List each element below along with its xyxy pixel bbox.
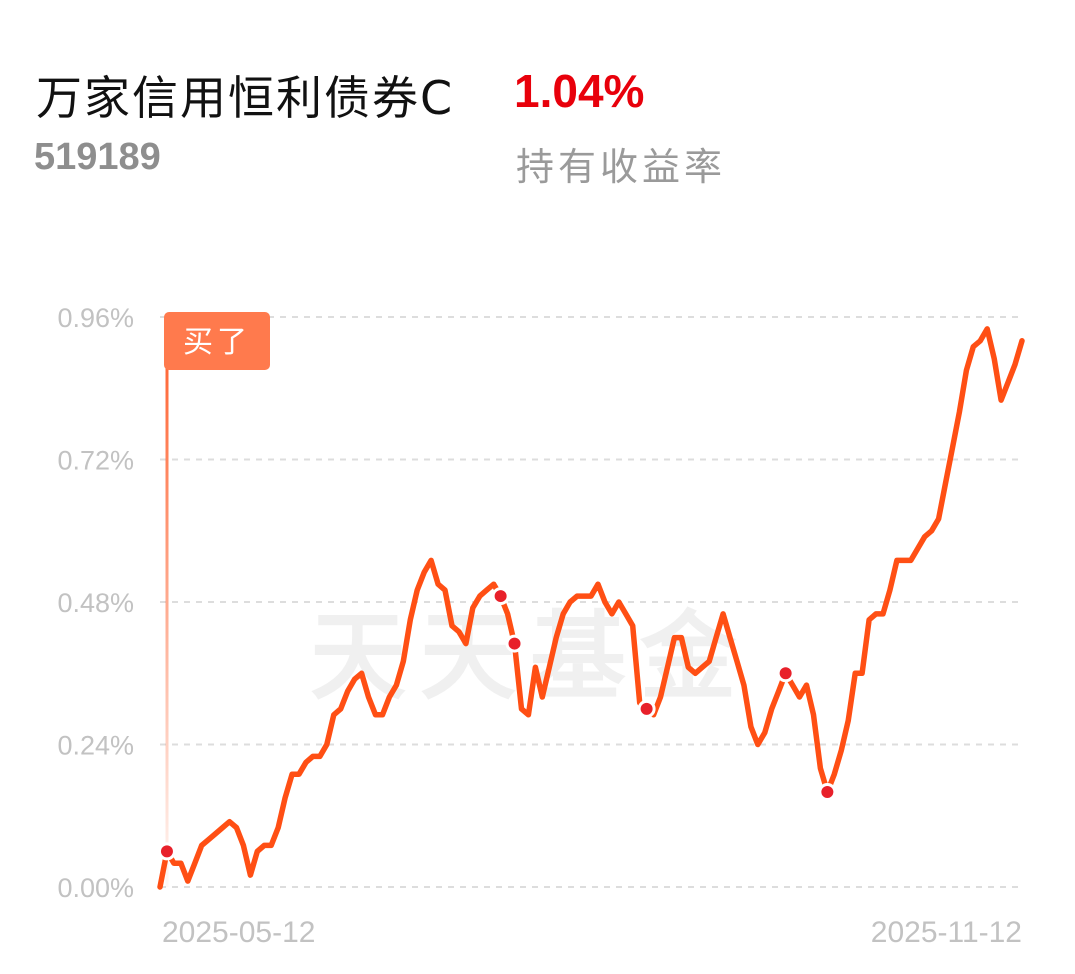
y-tick-label: 0.48% <box>57 588 134 618</box>
fund-code: 519189 <box>34 136 161 178</box>
y-tick-label: 0.24% <box>57 731 134 761</box>
fund-name: 万家信用恒利债券C <box>36 71 455 125</box>
x-tick-label: 2025-05-12 <box>162 916 315 949</box>
watermark: 天天基金 <box>310 601 750 713</box>
transaction-dot <box>637 699 656 718</box>
transaction-dot <box>776 664 795 683</box>
return-series-line <box>157 326 1025 890</box>
buy-marker-tag <box>164 312 270 370</box>
y-tick-label: 0.96% <box>57 303 134 333</box>
buy-marker-label: 买了 <box>183 325 251 360</box>
transaction-dot <box>818 783 837 801</box>
holding-return-value: 1.04% <box>514 65 645 117</box>
transaction-dot <box>505 634 524 653</box>
transaction-dot <box>491 587 510 606</box>
holding-return-label: 持有收益率 <box>516 145 727 189</box>
buy-marker-line <box>165 368 169 887</box>
y-tick-label: 0.72% <box>57 446 134 476</box>
y-tick-label: 0.00% <box>57 873 134 903</box>
transaction-dot <box>157 842 176 861</box>
x-tick-label: 2025-11-12 <box>871 916 1022 949</box>
